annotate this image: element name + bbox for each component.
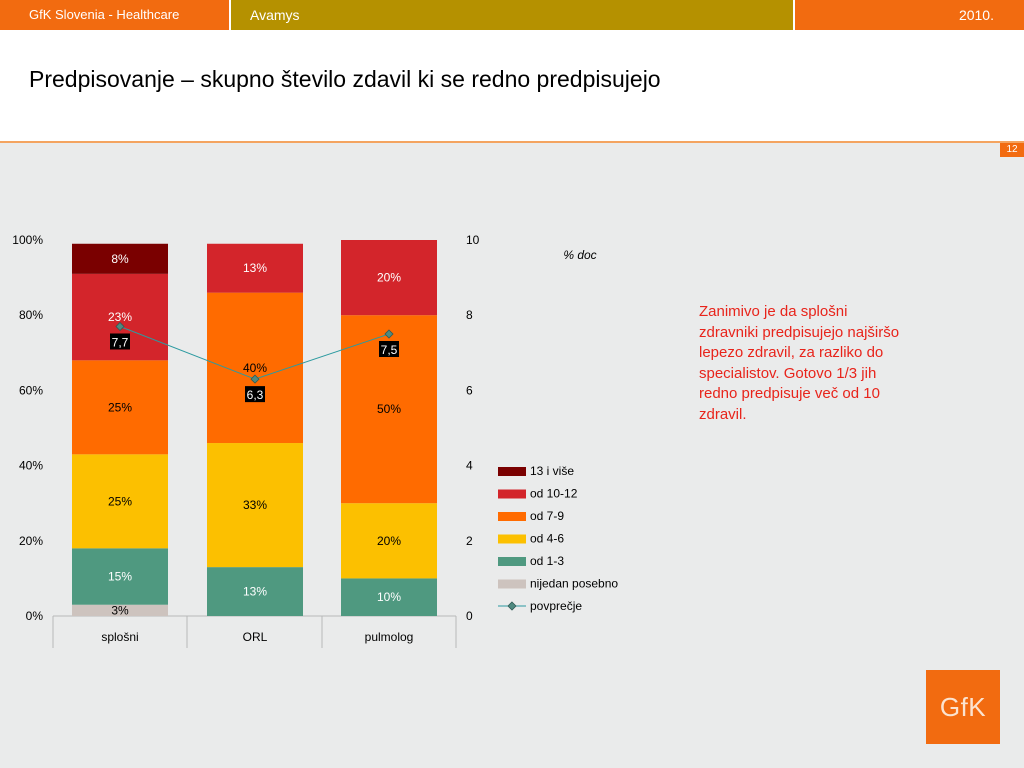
legend-swatch [498, 579, 526, 589]
left-axis-tick-label: 20% [19, 534, 43, 548]
bar-segment [72, 454, 168, 549]
gfk-logo: GfK [926, 670, 1000, 744]
category-tick-label: splošni [101, 630, 138, 644]
logo-text: GfK [939, 691, 987, 722]
legend-swatch [498, 489, 526, 499]
average-point [115, 321, 125, 332]
bar-segment [72, 360, 168, 455]
average-label-box [110, 333, 130, 350]
bar-data-label: 20% [377, 534, 401, 548]
bar-data-label: 25% [108, 494, 132, 508]
bar-segment [341, 578, 437, 616]
left-axis-tick-label: 60% [19, 383, 43, 397]
bar-data-label: 10% [377, 590, 401, 604]
header-year: 2010. [795, 0, 1024, 30]
average-label-box [379, 341, 399, 357]
bar-data-label: 23% [108, 310, 132, 324]
right-axis-tick-label: 10 [466, 233, 480, 247]
legend-label: od 4-6 [530, 532, 564, 546]
slide-title: Predpisovanje – skupno število zdavil ki… [29, 66, 661, 92]
bar-data-label: 33% [243, 498, 267, 512]
average-point [250, 374, 260, 384]
legend-label: od 10-12 [530, 487, 578, 501]
unit-label: % doc [563, 248, 596, 262]
average-data-label: 7,5 [381, 343, 398, 357]
right-axis-tick-label: 6 [466, 383, 473, 397]
legend-swatch [498, 467, 526, 476]
bar-segment [72, 604, 168, 616]
bar-data-label: 8% [111, 252, 129, 266]
bar-data-label: 25% [108, 400, 132, 414]
left-axis-tick-label: 0% [26, 609, 44, 623]
bar-segment [341, 503, 437, 579]
bar-segment [207, 243, 303, 293]
average-data-label: 6,3 [247, 388, 264, 402]
left-axis-tick-label: 80% [19, 308, 43, 322]
title-divider [0, 141, 1024, 143]
right-axis-tick-label: 2 [466, 534, 473, 548]
bar-segment [341, 240, 437, 316]
legend-swatch [498, 512, 526, 521]
legend-label: povprečje [530, 599, 582, 613]
average-data-label: 7,7 [112, 335, 129, 349]
left-axis-tick-label: 100% [12, 233, 43, 247]
bar-data-label: 15% [108, 570, 132, 584]
content-area [0, 143, 1024, 768]
page-number: 12 [1000, 143, 1024, 157]
bar-segment [72, 548, 168, 605]
left-axis-tick-label: 40% [19, 459, 43, 473]
right-axis-tick-label: 0 [466, 609, 473, 623]
average-label-box [245, 386, 265, 403]
bar-data-label: 40% [243, 361, 267, 375]
category-tick-label: pulmolog [365, 630, 414, 644]
bar-data-label: 3% [111, 603, 129, 617]
legend-label: od 7-9 [530, 509, 564, 523]
category-tick-label: ORL [243, 630, 268, 644]
commentary-note: Zanimivo je da splošni zdravniki predpis… [699, 303, 900, 423]
bar-data-label: 20% [377, 271, 401, 285]
right-axis-tick-label: 4 [466, 459, 473, 473]
right-axis-tick-label: 8 [466, 308, 473, 322]
bar-data-label: 13% [243, 261, 267, 275]
bar-segment [207, 567, 303, 616]
average-point [384, 329, 394, 339]
legend-label: 13 i više [530, 464, 574, 478]
header-center-label: Avamys [231, 0, 793, 30]
legend-swatch [498, 534, 526, 544]
legend-swatch [498, 557, 526, 566]
top-bar: GfK Slovenia - Healthcare Avamys 2010. [0, 0, 1024, 30]
legend-label: od 1-3 [530, 554, 564, 568]
bar-segment [207, 443, 303, 568]
bar-segment [72, 243, 168, 274]
legend-average-marker [507, 601, 517, 611]
header-left-label: GfK Slovenia - Healthcare [0, 0, 229, 30]
legend-label: nijedan posebno [530, 577, 618, 591]
bar-data-label: 13% [243, 585, 267, 599]
bar-data-label: 50% [377, 402, 401, 416]
